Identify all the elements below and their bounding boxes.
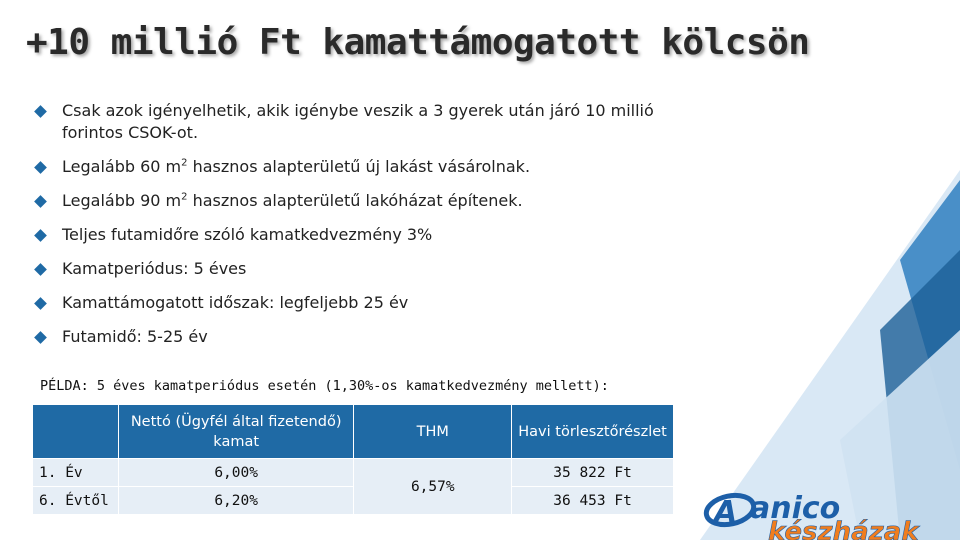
- bullet-list: Csak azok igényelhetik, akik igénybe ves…: [34, 100, 694, 348]
- diamond-bullet-icon: [34, 263, 47, 276]
- bullet-item: Teljes futamidőre szóló kamatkedvezmény …: [34, 224, 694, 246]
- loan-example-table: Nettó (Ügyfél által fizetendő) kamat THM…: [32, 404, 674, 515]
- bullet-item: Kamatperiódus: 5 éves: [34, 258, 694, 280]
- diamond-bullet-icon: [34, 161, 47, 174]
- diamond-bullet-icon: [34, 331, 47, 344]
- header-empty: [32, 404, 119, 459]
- bullet-text: Csak azok igényelhetik, akik igénybe ves…: [62, 101, 654, 142]
- bullet-text: Legalább 90 m2 hasznos alapterületű lakó…: [62, 191, 523, 210]
- header-net-interest: Nettó (Ügyfél által fizetendő) kamat: [117, 404, 355, 459]
- page-title: +10 millió Ft kamattámogatott kölcsön: [26, 22, 810, 63]
- bullet-text: Teljes futamidőre szóló kamatkedvezmény …: [62, 225, 433, 244]
- bullet-item: Legalább 60 m2 hasznos alapterületű új l…: [34, 156, 694, 178]
- diamond-bullet-icon: [34, 195, 47, 208]
- bullet-text: Legalább 60 m2 hasznos alapterületű új l…: [62, 157, 531, 176]
- bullet-text: Futamidő: 5-25 év: [62, 327, 208, 346]
- monthly-payment-cell: 35 822 Ft: [511, 458, 674, 487]
- logo-line2: készházak: [768, 517, 920, 540]
- table-row: 1. Év 6,00% 6,57% 35 822 Ft: [32, 458, 674, 515]
- bullet-item: Futamidő: 5-25 év: [34, 326, 694, 348]
- diamond-bullet-icon: [34, 229, 47, 242]
- header-thm: THM: [353, 404, 513, 459]
- table-header-row: Nettó (Ügyfél által fizetendő) kamat THM…: [32, 404, 674, 459]
- monthly-payment-cell: 36 453 Ft: [511, 486, 674, 515]
- logo-line1: anico: [750, 491, 840, 526]
- svg-text:A: A: [712, 495, 737, 530]
- table-row: 6. Évtől 6,20% 36 453 Ft: [32, 486, 674, 515]
- diamond-bullet-icon: [34, 105, 47, 118]
- row-label: 1. Év: [32, 458, 119, 487]
- thm-cell: 6,57%: [353, 458, 513, 515]
- bullet-item: Kamattámogatott időszak: legfeljebb 25 é…: [34, 292, 694, 314]
- bullet-text: Kamattámogatott időszak: legfeljebb 25 é…: [62, 293, 409, 312]
- bullet-item: Legalább 90 m2 hasznos alapterületű lakó…: [34, 190, 694, 212]
- example-caption: PÉLDA: 5 éves kamatperiódus esetén (1,30…: [40, 378, 609, 394]
- anico-logo: A anico készházak: [703, 491, 921, 540]
- row-label: 6. Évtől: [32, 486, 119, 515]
- bullet-item: Csak azok igényelhetik, akik igénybe ves…: [34, 100, 694, 144]
- net-interest-cell: 6,00%: [117, 458, 355, 487]
- header-monthly-payment: Havi törlesztőrészlet: [511, 404, 674, 459]
- net-interest-cell: 6,20%: [117, 486, 355, 515]
- bullet-text: Kamatperiódus: 5 éves: [62, 259, 247, 278]
- diamond-bullet-icon: [34, 297, 47, 310]
